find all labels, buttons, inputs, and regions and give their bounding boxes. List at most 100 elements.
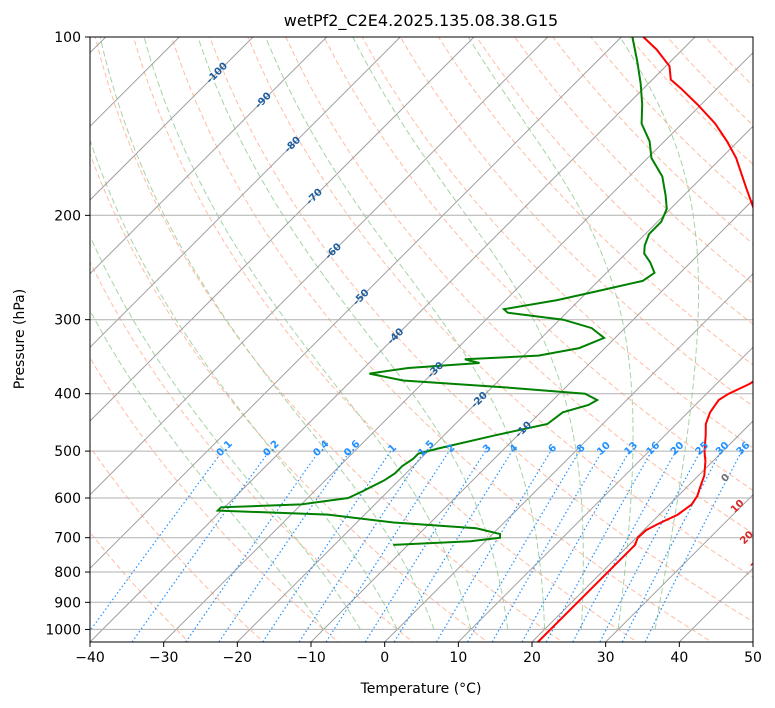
y-axis-label: Pressure (hPa)	[12, 289, 28, 389]
y-tick-label: 300	[54, 313, 81, 329]
dry-adiabat	[437, 37, 753, 366]
line-labels: -100-90-80-70-60-50-40-30-20-100.1 0.2 0.4…	[205, 61, 775, 600]
x-tick-label: −20	[223, 650, 253, 666]
y-tick-label: 500	[54, 444, 81, 460]
mixing-ratio-label: 10	[595, 440, 613, 458]
dewpoint-profile	[215, 37, 668, 546]
mixing-ratio-line	[644, 450, 743, 642]
dry-adiabat	[590, 37, 753, 205]
dry-adiabat	[704, 37, 753, 87]
x-tick-label: −10	[296, 650, 326, 666]
isotherm-line	[752, 641, 753, 642]
isotherm-line	[90, 37, 254, 201]
x-axis-label: Temperature (°C)	[360, 681, 482, 697]
dry-adiabat	[171, 37, 713, 642]
mixing-ratio-label: 36	[735, 440, 753, 458]
dry-adiabat	[90, 531, 190, 642]
moist-adiabat	[619, 37, 699, 630]
wet-bulb-label: 40	[766, 582, 775, 600]
dry-adiabat	[514, 37, 753, 285]
axes: −40 −30 −20 −10 0 10 20 30 40 5010020030040050060…	[45, 30, 762, 666]
isotherm-line	[163, 51, 753, 642]
x-tick-label: 0	[380, 650, 389, 666]
isotherm-line	[90, 37, 475, 422]
mixing-ratio-line	[298, 450, 425, 642]
moist-adiabat	[90, 235, 361, 630]
mixing-ratio-label: 16	[645, 440, 663, 458]
isotherm-line	[90, 37, 696, 642]
isotherm-label: -90	[253, 91, 274, 112]
mixing-ratio-line	[545, 450, 653, 642]
y-tick-label: 600	[54, 491, 81, 507]
dry-adiabat	[94, 37, 564, 642]
x-tick-label: 30	[597, 650, 615, 666]
mixing-ratio-line	[393, 450, 513, 642]
mixing-ratio-label: 3	[481, 442, 494, 455]
mixing-ratio-line	[572, 450, 677, 642]
mixing-ratio-line	[325, 450, 450, 642]
mixing-ratio-line	[218, 450, 351, 642]
temperature-profile	[537, 37, 753, 642]
mixing-ratio-line	[599, 450, 702, 642]
y-tick-label: 900	[54, 595, 81, 611]
y-tick-label: 800	[54, 565, 81, 581]
x-tick-label: 40	[670, 650, 688, 666]
isotherm-line	[605, 493, 753, 642]
mixing-ratio-line	[90, 450, 223, 632]
dry-adiabat	[90, 260, 414, 642]
moist-adiabat	[143, 37, 472, 630]
background-lines	[90, 37, 753, 642]
mixing-ratio-label: 25	[694, 440, 712, 458]
isotherm-line	[310, 199, 753, 642]
isotherm-line	[457, 346, 753, 642]
isotherm-line	[236, 125, 753, 642]
isotherm-line	[90, 37, 622, 570]
moist-adiabat	[90, 138, 398, 630]
x-tick-label: −40	[75, 650, 105, 666]
mixing-ratio-line	[521, 450, 631, 642]
mixing-ratio-line	[131, 450, 270, 642]
x-tick-label: 10	[449, 650, 467, 666]
isotherm-line	[90, 37, 401, 349]
dry-adiabat	[90, 356, 339, 642]
dry-adiabat	[399, 37, 753, 407]
y-tick-label: 200	[54, 208, 81, 224]
chart-title: wetPf2_C2E4.2025.135.08.38.G15	[284, 11, 558, 31]
wet-bulb-label: 30	[749, 555, 767, 573]
y-tick-label: 100	[54, 30, 81, 46]
isotherm-line	[384, 272, 753, 642]
dry-adiabat	[476, 37, 753, 325]
mixing-ratio-line	[262, 450, 392, 642]
moist-adiabat	[352, 37, 584, 630]
mixing-ratio-label: 1	[387, 442, 400, 455]
x-tick-label: 20	[523, 650, 541, 666]
moist-adiabat	[197, 37, 509, 630]
mixing-ratio-line	[466, 450, 580, 642]
dry-adiabat	[247, 37, 753, 578]
moist-adiabat	[99, 37, 435, 630]
y-tick-label: 1000	[45, 622, 81, 638]
mixing-ratio-label: 0.6	[342, 439, 362, 459]
dry-adiabat	[90, 446, 265, 642]
mixing-ratio-label: 30	[714, 440, 732, 458]
moist-adiabat	[467, 37, 634, 630]
x-tick-label: 50	[744, 650, 762, 666]
isotherm-line	[90, 37, 328, 275]
isotherm-line	[678, 567, 753, 642]
x-tick-label: −30	[149, 650, 179, 666]
dry-adiabat	[90, 152, 489, 642]
dry-adiabat	[285, 37, 753, 535]
mixing-ratio-line	[185, 450, 320, 642]
dry-adiabat	[361, 37, 753, 449]
dry-adiabat	[323, 37, 753, 491]
mixing-ratio-label: 1.5	[416, 439, 436, 459]
profiles	[215, 37, 753, 642]
wet-bulb-label: 10	[729, 498, 747, 516]
plot-frame	[89, 36, 754, 643]
mixing-ratio-line	[435, 450, 552, 642]
mixing-ratio-label: 0.4	[311, 439, 331, 459]
isotherm-line	[90, 37, 549, 496]
moist-adiabat	[265, 37, 546, 630]
mixing-ratio-label: 13	[623, 440, 641, 458]
